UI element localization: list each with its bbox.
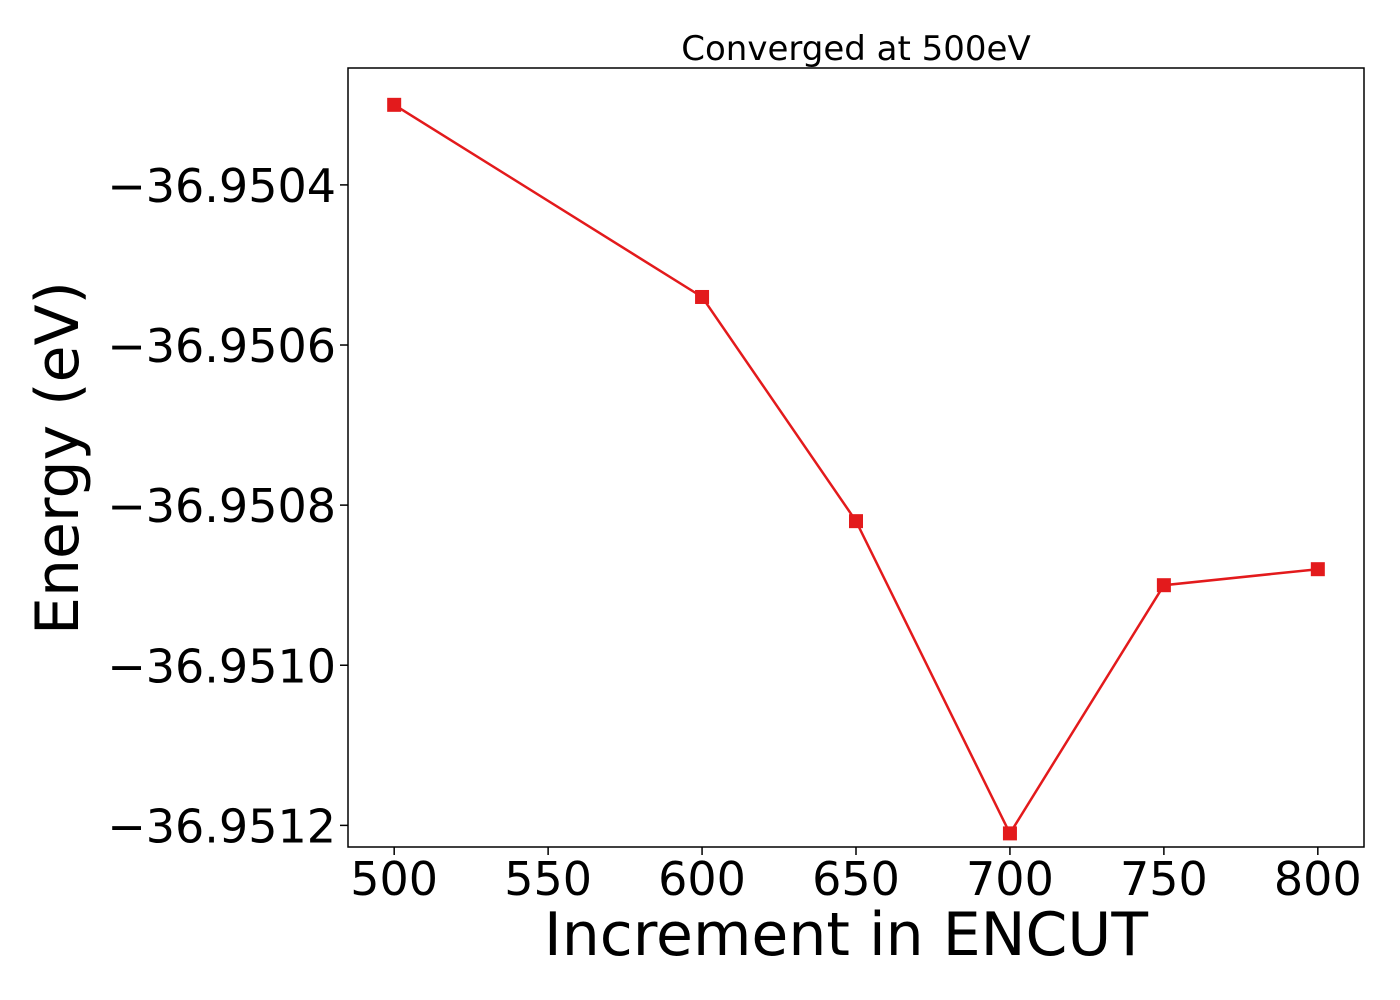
plot-area: 500 550 600 650 700 750 800 −36.9504 −36.9506 −36… xyxy=(107,67,1365,906)
x-tick-label: 500 xyxy=(350,852,438,906)
data-point-marker xyxy=(1156,578,1171,593)
y-tick-label: −36.9512 xyxy=(107,799,336,853)
x-tick-label: 750 xyxy=(1120,852,1208,906)
chart-title: Converged at 500eV xyxy=(681,29,1030,69)
x-tick-label: 550 xyxy=(504,852,592,906)
data-point-marker xyxy=(695,289,710,304)
data-point-marker xyxy=(1002,826,1017,841)
x-tick-label: 600 xyxy=(658,852,746,906)
y-tick-label: −36.9504 xyxy=(107,159,336,213)
y-axis-label: Energy (eV) xyxy=(23,281,93,635)
data-point-marker xyxy=(387,97,402,112)
x-axis-label: Increment in ENCUT xyxy=(544,900,1148,970)
y-tick-label: −36.9506 xyxy=(107,319,336,373)
y-tick-label: −36.9510 xyxy=(107,639,336,693)
data-point-marker xyxy=(1310,562,1325,577)
data-point-marker xyxy=(849,514,863,529)
x-tick-label: 650 xyxy=(812,852,900,906)
x-tick-label: 800 xyxy=(1274,852,1362,906)
x-tick-label: 700 xyxy=(966,852,1054,906)
series-line xyxy=(393,103,1318,836)
y-tick-label: −36.9508 xyxy=(107,479,336,533)
